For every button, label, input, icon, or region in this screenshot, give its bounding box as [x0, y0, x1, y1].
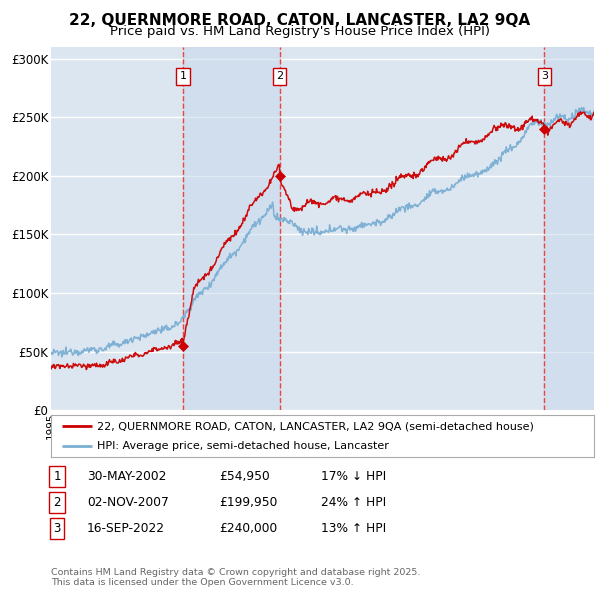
Text: £54,950: £54,950	[219, 470, 270, 483]
Text: 22, QUERNMORE ROAD, CATON, LANCASTER, LA2 9QA: 22, QUERNMORE ROAD, CATON, LANCASTER, LA…	[70, 13, 530, 28]
Text: 17% ↓ HPI: 17% ↓ HPI	[321, 470, 386, 483]
Text: 2: 2	[276, 71, 283, 81]
Text: 3: 3	[53, 522, 61, 535]
Bar	[544, 47, 594, 410]
Text: Price paid vs. HM Land Registry's House Price Index (HPI): Price paid vs. HM Land Registry's House …	[110, 25, 490, 38]
Text: £199,950: £199,950	[219, 496, 277, 509]
Text: 16-SEP-2022: 16-SEP-2022	[87, 522, 165, 535]
Text: 02-NOV-2007: 02-NOV-2007	[87, 496, 169, 509]
Text: 1: 1	[179, 71, 187, 81]
Text: 1: 1	[53, 470, 61, 483]
Text: 3: 3	[541, 71, 548, 81]
Text: HPI: Average price, semi-detached house, Lancaster: HPI: Average price, semi-detached house,…	[97, 441, 389, 451]
Text: 2: 2	[53, 496, 61, 509]
Text: Contains HM Land Registry data © Crown copyright and database right 2025.
This d: Contains HM Land Registry data © Crown c…	[51, 568, 421, 587]
Text: 30-MAY-2002: 30-MAY-2002	[87, 470, 166, 483]
Text: 13% ↑ HPI: 13% ↑ HPI	[321, 522, 386, 535]
Bar	[183, 47, 280, 410]
Text: £240,000: £240,000	[219, 522, 277, 535]
Text: 24% ↑ HPI: 24% ↑ HPI	[321, 496, 386, 509]
Text: 22, QUERNMORE ROAD, CATON, LANCASTER, LA2 9QA (semi-detached house): 22, QUERNMORE ROAD, CATON, LANCASTER, LA…	[97, 421, 534, 431]
